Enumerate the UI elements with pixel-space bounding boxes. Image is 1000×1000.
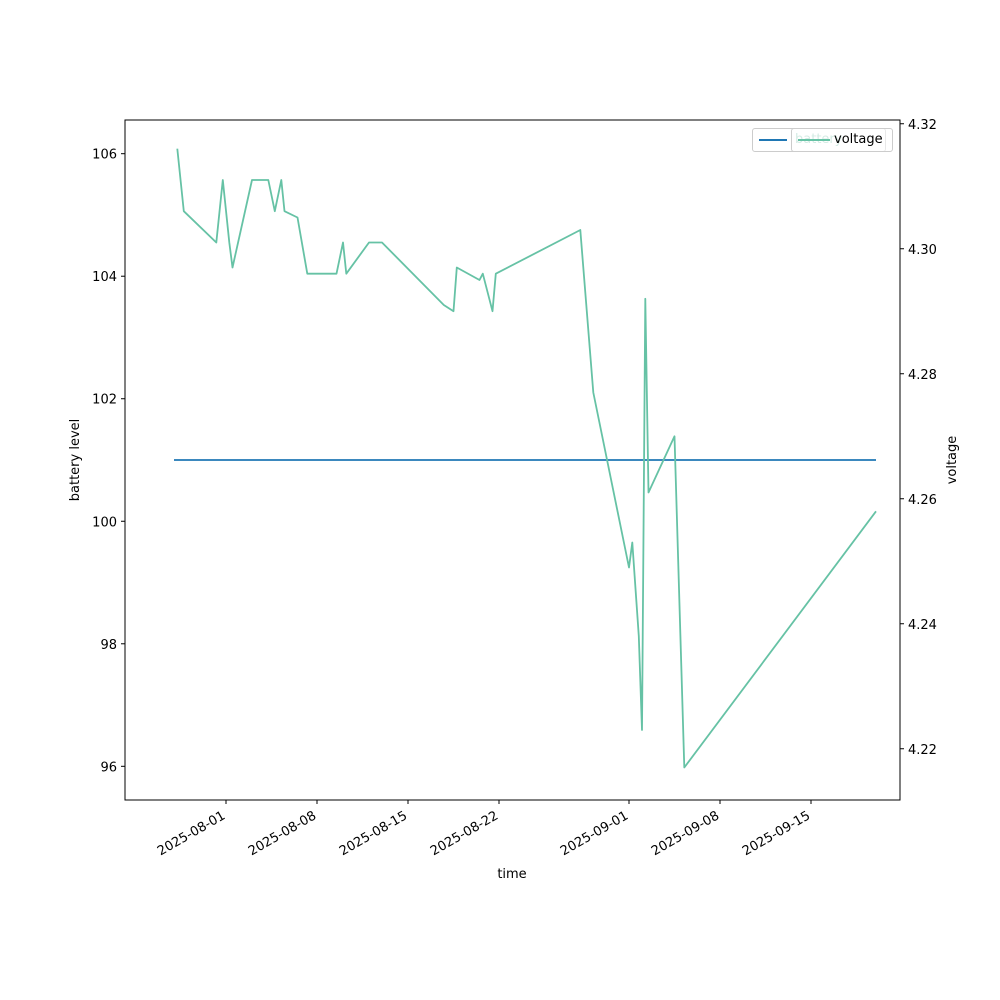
right-tick-label: 4.22 <box>908 743 937 758</box>
x-axis: 2025-08-01 2025-08-08 2025-08-15 2025-08-22… <box>155 800 813 859</box>
left-tick-label: 106 <box>92 148 117 163</box>
series-line-voltage <box>176 148 877 769</box>
x-tick-label: 2025-09-01 <box>558 808 631 859</box>
left-tick-label: 98 <box>100 638 117 653</box>
legend-entry-voltage: voltage <box>798 132 886 147</box>
x-axis-label: time <box>497 867 526 882</box>
right-tick-label: 4.24 <box>908 618 937 633</box>
left-tick-label: 96 <box>100 760 117 775</box>
legend-swatch-voltage <box>798 138 830 141</box>
x-tick-label: 2025-08-01 <box>155 808 228 859</box>
left-axis: 96 98 100 102 104 106 <box>92 148 125 775</box>
legend-label-voltage: voltage <box>834 132 883 147</box>
right-tick-label: 4.28 <box>908 368 937 383</box>
x-tick-label: 2025-08-15 <box>337 808 410 859</box>
left-tick-label: 102 <box>92 393 117 408</box>
right-axis: 4.22 4.24 4.26 4.28 4.30 4.32 <box>900 118 937 758</box>
right-axis-label: voltage <box>945 436 960 485</box>
x-tick-label: 2025-09-08 <box>649 808 722 859</box>
right-tick-label: 4.26 <box>908 493 937 508</box>
legend-voltage: voltage <box>791 128 893 152</box>
left-axis-label: battery level <box>68 419 83 502</box>
x-tick-label: 2025-08-08 <box>246 808 319 859</box>
left-tick-label: 100 <box>92 515 117 530</box>
right-tick-label: 4.30 <box>908 243 937 258</box>
plot-frame <box>124 119 901 801</box>
left-tick-label: 104 <box>92 270 117 285</box>
legend-swatch-battery <box>759 138 787 141</box>
x-tick-label: 2025-09-15 <box>740 808 813 859</box>
right-tick-label: 4.32 <box>908 118 937 133</box>
series-layer <box>174 148 877 769</box>
x-tick-label: 2025-08-22 <box>428 808 501 859</box>
